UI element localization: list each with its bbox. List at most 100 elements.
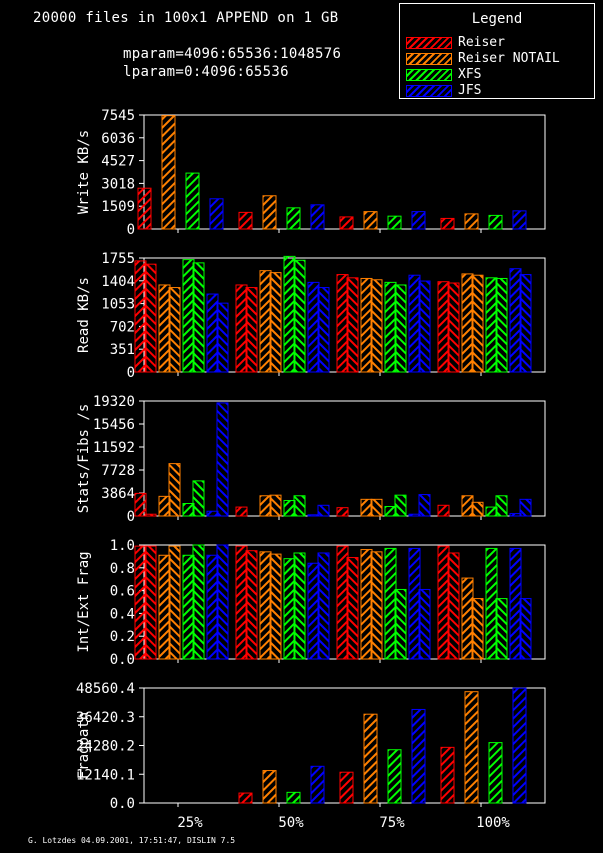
- y-tick-label: 0.0: [110, 796, 135, 812]
- bar-reiser-notail-50-2: [269, 272, 282, 373]
- y-axis-label: Write KB/s: [76, 130, 92, 214]
- bar-jfs-100-2: [519, 274, 532, 373]
- bar-xfs-25-1: [182, 503, 195, 517]
- bar-jfs-25-2: [216, 302, 229, 373]
- bar-xfs-50-1: [283, 558, 296, 660]
- bar-reiser-75-1: [336, 545, 349, 660]
- bar-reiser-notail-75-1: [360, 498, 373, 517]
- plot-frame: [143, 114, 546, 230]
- chart-panel-2: 0 351 702 1053 1404 1755 Read KB/s: [76, 251, 546, 381]
- legend-swatch-reiser: [406, 37, 452, 49]
- bar-reiser-75-1: [336, 507, 349, 517]
- bar-xfs-75-2: [394, 588, 407, 660]
- bar-reiser-75: [339, 771, 354, 804]
- x-tick-label: 25%: [177, 815, 203, 831]
- bar-jfs-75-1: [408, 547, 421, 660]
- bar-reiser-notail-75-2: [370, 498, 383, 517]
- lparam-text: lparam=0:4096:65536: [123, 64, 289, 80]
- bar-xfs-25-2: [192, 544, 205, 660]
- bar-reiser-50-2: [245, 287, 258, 373]
- bar-reiser-100: [440, 217, 455, 230]
- y-tick-label: 7545: [101, 108, 135, 124]
- y-tick-label: 0.6: [110, 584, 135, 600]
- bar-jfs-75-2: [418, 494, 431, 517]
- bar-reiser-75-2: [346, 557, 359, 660]
- bar-xfs-75-1: [384, 281, 397, 373]
- bar-xfs-50-1: [283, 500, 296, 517]
- bar-xfs-100: [488, 214, 503, 230]
- bar-reiser-25-2: [144, 545, 157, 660]
- bar-jfs-50: [310, 204, 325, 230]
- bar-jfs-50-1: [307, 281, 320, 373]
- bar-reiser-25-1: [134, 545, 147, 660]
- bar-jfs-100-1: [509, 513, 522, 517]
- y-tick-label: 1755: [101, 251, 135, 267]
- bar-xfs-50-2: [293, 552, 306, 660]
- bar-jfs-50-1: [307, 514, 320, 517]
- bar-xfs-100-1: [485, 506, 498, 517]
- bar-xfs-100-1: [485, 277, 498, 373]
- bar-reiser-100: [440, 746, 455, 804]
- bar-jfs-75-1: [408, 274, 421, 373]
- bar-jfs-50: [310, 765, 325, 804]
- y-tick-label: 1509: [101, 199, 135, 215]
- bar-reiser-notail-100-1: [461, 495, 474, 517]
- bar-jfs-75: [411, 211, 426, 230]
- bar-jfs-50-1: [307, 562, 320, 660]
- bar-jfs-75-2: [418, 280, 431, 373]
- y-tick-label: 4527: [101, 154, 135, 170]
- bar-reiser-notail-100: [464, 691, 479, 804]
- bar-reiser-100-2: [447, 282, 460, 373]
- bar-xfs-75-2: [394, 284, 407, 373]
- bar-jfs-100-2: [519, 598, 532, 660]
- bar-reiser-notail-75-1: [360, 277, 373, 373]
- bar-xfs-50-2: [293, 259, 306, 373]
- bar-xfs-75-1: [384, 505, 397, 517]
- bar-reiser-50: [238, 211, 253, 230]
- bar-xfs-100: [488, 742, 503, 804]
- y-tick-label: 3864: [101, 486, 135, 502]
- x-tick-label: 100%: [476, 815, 510, 831]
- bar-reiser-notail-25-1: [158, 554, 171, 660]
- mparam-text: mparam=4096:65536:1048576: [123, 46, 342, 62]
- bar-reiser-100-2: [447, 552, 460, 660]
- bar-xfs-25: [185, 172, 200, 230]
- bar-reiser-100-1: [437, 281, 450, 373]
- y-tick-label: 0.0: [110, 652, 135, 668]
- bar-reiser-100-1: [437, 545, 450, 660]
- bar-reiser-50-1: [235, 284, 248, 373]
- y-tick-label: 48560.4: [76, 681, 135, 697]
- bar-reiser-50: [238, 792, 253, 804]
- bar-reiser-75-1: [336, 274, 349, 373]
- y-tick-label: 0.2: [110, 629, 135, 645]
- bar-xfs-75: [387, 749, 402, 804]
- bar-reiser-notail-25-1: [158, 495, 171, 517]
- y-tick-label: 1.0: [110, 538, 135, 554]
- bar-jfs-25-2: [216, 544, 229, 660]
- bar-reiser-notail-100-2: [471, 274, 484, 373]
- bar-jfs-25-1: [206, 554, 219, 660]
- bar-jfs-50-2: [317, 552, 330, 660]
- bar-reiser-notail-100: [464, 213, 479, 230]
- y-tick-label: 0: [127, 222, 135, 238]
- bar-reiser-notail-50-2: [269, 553, 282, 660]
- bar-xfs-75-2: [394, 494, 407, 517]
- bar-reiser-notail-25-2: [168, 287, 181, 373]
- footer-credit: G. Lotzdes 04.09.2001, 17:51:47, DISLIN …: [28, 836, 236, 845]
- y-tick-label: 6036: [101, 131, 135, 147]
- chart-title: 20000 files in 100x1 APPEND on 1 GB: [33, 10, 339, 26]
- y-tick-label: 0.8: [110, 561, 135, 577]
- bar-reiser-50-1: [235, 545, 248, 660]
- bar-xfs-25-1: [182, 259, 195, 373]
- bar-xfs-100-1: [485, 547, 498, 660]
- y-tick-label: 0: [127, 365, 135, 381]
- bar-jfs-100-1: [509, 268, 522, 373]
- bar-reiser-notail-25-2: [168, 545, 181, 660]
- x-tick-label: 50%: [278, 815, 304, 831]
- bar-jfs-25-1: [206, 510, 219, 517]
- chart-panel-1: 0 1509 3018 4527 6036 7545 Write KB/s: [76, 108, 546, 238]
- bar-reiser-75-2: [346, 277, 359, 373]
- bar-reiser-notail-100-2: [471, 598, 484, 660]
- y-tick-label: 1053: [101, 297, 135, 313]
